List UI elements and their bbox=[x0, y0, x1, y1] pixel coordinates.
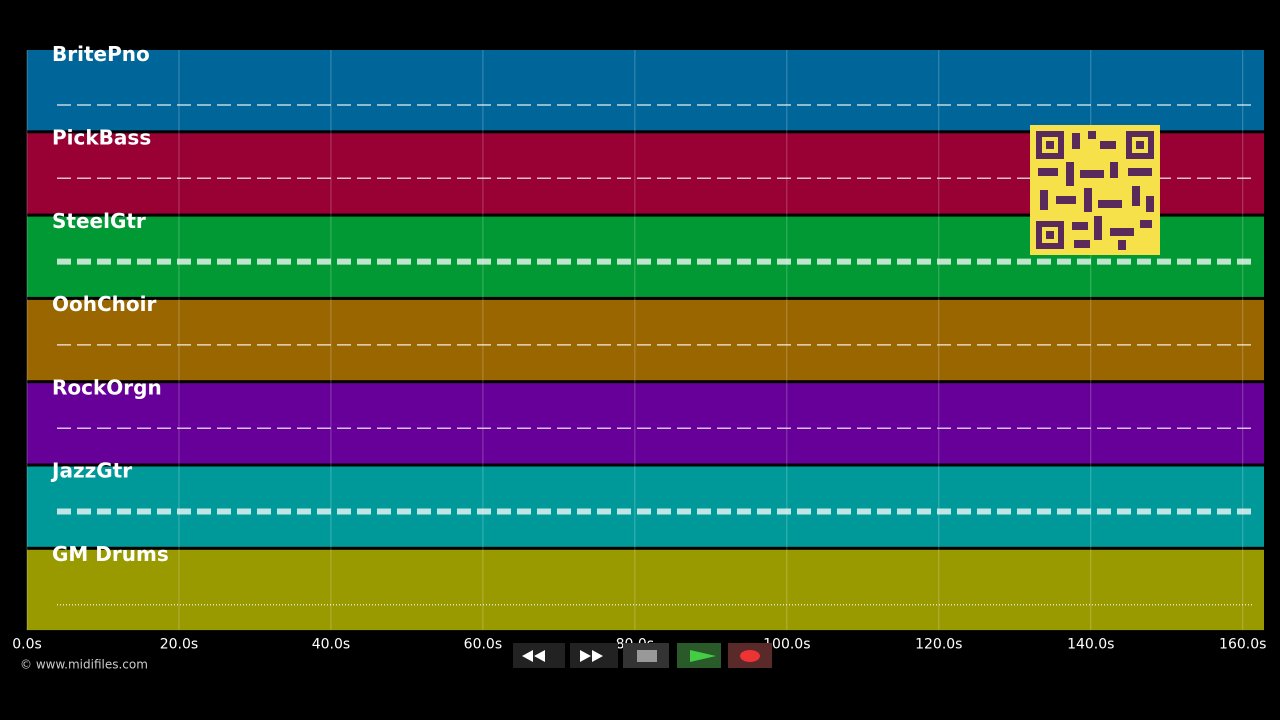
x-tick-label: 40.0s bbox=[312, 637, 350, 653]
track bbox=[27, 50, 1264, 131]
track-label: PickBass bbox=[52, 126, 151, 150]
track bbox=[27, 299, 1264, 381]
x-tick-label: 60.0s bbox=[464, 637, 502, 653]
track-label: OohChoir bbox=[52, 292, 156, 316]
x-tick-label: 140.0s bbox=[1067, 637, 1114, 653]
transport bbox=[513, 643, 772, 668]
grid bbox=[26, 50, 1244, 631]
x-tick-label: 100.0s bbox=[763, 637, 810, 653]
track bbox=[27, 549, 1264, 631]
record-icon bbox=[740, 650, 760, 662]
labels: BritePno PickBass SteelGtr OohChoir RockOrgn… bbox=[12, 42, 1266, 652]
credit: © www.midifiles.com bbox=[20, 658, 148, 672]
track bbox=[27, 466, 1264, 547]
forward-icon bbox=[580, 650, 603, 662]
stop-icon bbox=[637, 650, 657, 662]
x-tick-label: 20.0s bbox=[160, 637, 198, 653]
x-tick-label: 0.0s bbox=[12, 637, 42, 653]
track-label: GM Drums bbox=[52, 542, 169, 566]
x-tick-label: 160.0s bbox=[1219, 637, 1266, 653]
qr-code bbox=[1030, 125, 1160, 255]
play-icon bbox=[690, 650, 716, 662]
track-label: SteelGtr bbox=[52, 209, 146, 233]
rewind-icon bbox=[522, 650, 545, 662]
track-label: BritePno bbox=[52, 42, 150, 66]
track-label: RockOrgn bbox=[52, 375, 162, 399]
x-tick-label: 120.0s bbox=[915, 637, 962, 653]
track bbox=[27, 383, 1264, 464]
track-label: JazzGtr bbox=[50, 459, 132, 483]
